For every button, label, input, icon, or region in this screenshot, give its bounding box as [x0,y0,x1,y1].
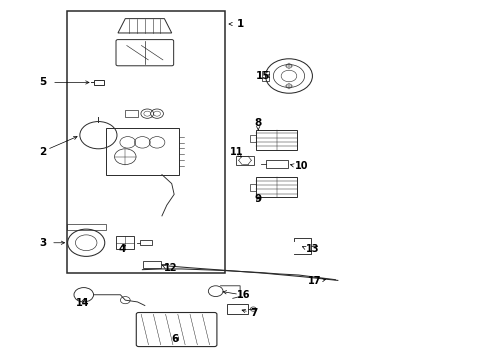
Text: 11: 11 [229,147,243,157]
Text: 10: 10 [295,161,308,171]
Bar [67,224,106,230]
Bar [125,110,138,117]
Text: 15: 15 [256,71,270,81]
Text: 13: 13 [306,244,319,254]
Bar [67,12,225,273]
Text: 12: 12 [164,263,177,273]
Bar [106,128,179,175]
Bar [94,80,104,85]
Text: 8: 8 [255,118,262,128]
Text: 3: 3 [40,238,47,248]
Bar [236,156,254,165]
Bar [144,261,161,268]
Bar [266,159,288,168]
Text: 7: 7 [250,309,257,318]
Text: 16: 16 [237,291,251,301]
Text: 1: 1 [237,19,244,29]
Text: 5: 5 [40,77,47,87]
Bar [140,240,152,245]
Bar [250,184,256,191]
Bar [250,135,256,142]
Text: 4: 4 [118,244,125,254]
Text: 6: 6 [172,334,179,344]
Text: 9: 9 [255,194,262,204]
Text: 14: 14 [76,298,90,308]
Bar [227,305,248,314]
Bar [262,71,270,81]
Text: 2: 2 [40,147,47,157]
Bar [117,236,134,249]
Text: 17: 17 [308,276,321,286]
